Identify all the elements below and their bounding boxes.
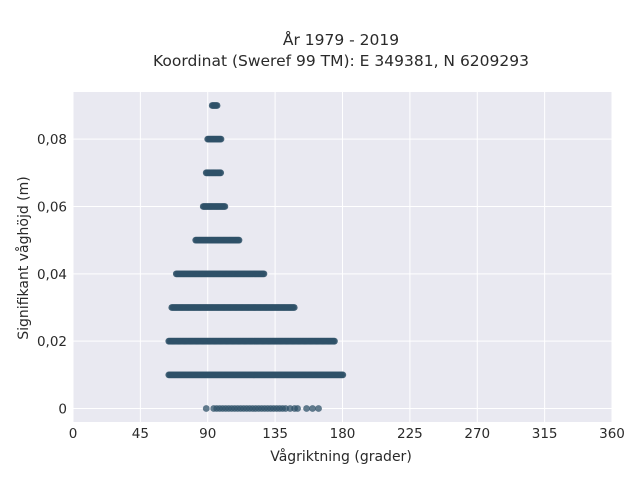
data-point (303, 405, 310, 412)
x-tick-label: 225 (397, 426, 423, 442)
data-point (213, 102, 221, 109)
x-axis-ticks: 0 45 90 135 180 225 270 315 360 (69, 426, 625, 442)
data-point (315, 405, 322, 412)
chart-title: År 1979 - 2019 (283, 30, 399, 49)
x-axis-label: Vågriktning (grader) (270, 448, 412, 465)
y-tick-label: 0,04 (37, 267, 67, 283)
data-point (217, 135, 225, 143)
x-tick-label: 270 (464, 426, 490, 442)
y-axis-label: Signifikant våghöjd (m) (15, 176, 32, 339)
data-point (217, 169, 225, 177)
data-point (260, 270, 268, 278)
data-point (339, 371, 347, 379)
y-tick-label: 0,08 (37, 132, 67, 148)
data-point (235, 236, 243, 244)
points (165, 102, 347, 412)
y-tick-label: 0 (58, 402, 67, 418)
x-tick-label: 90 (199, 426, 216, 442)
x-tick-label: 0 (69, 426, 78, 442)
x-tick-label: 45 (132, 426, 149, 442)
x-tick-label: 360 (599, 426, 625, 442)
x-tick-label: 135 (262, 426, 288, 442)
x-tick-label: 180 (330, 426, 356, 442)
x-tick-label: 315 (532, 426, 558, 442)
data-point (202, 405, 210, 412)
data-point (331, 337, 338, 345)
data-point (290, 304, 298, 311)
data-point (309, 405, 316, 412)
y-tick-label: 0,02 (37, 334, 67, 350)
y-tick-label: 0,06 (37, 199, 67, 215)
chart-subtitle: Koordinat (Sweref 99 TM): E 349381, N 62… (153, 52, 529, 70)
y-axis-ticks: 0 0,02 0,04 0,06 0,08 (37, 132, 67, 417)
grid (72, 92, 613, 422)
data-point (294, 405, 301, 412)
data-point (221, 203, 229, 210)
